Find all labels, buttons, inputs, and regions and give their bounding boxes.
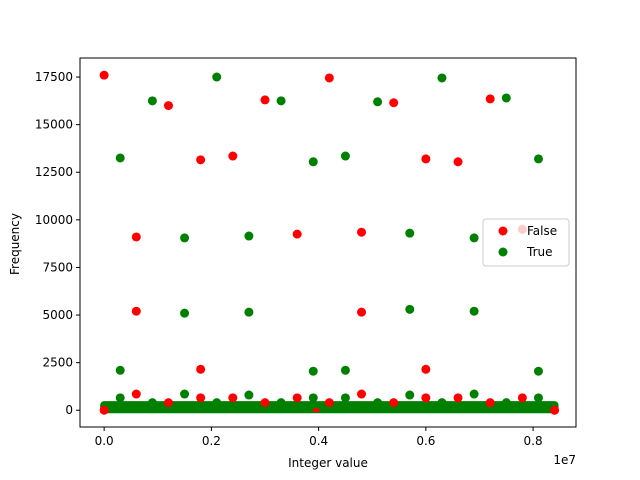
data-point-true [115,153,125,163]
x-tick-label: 0.4 [309,434,328,448]
data-point-false [453,157,463,167]
axes: 0.0 0.2 0.4 0.6 0.8 0 2500 5000 7500 10000 12500 15… [35,57,577,448]
legend: False True [482,218,570,267]
data-point-false [228,393,238,403]
data-point-false [196,364,206,374]
data-point-false [196,155,206,165]
data-point-false [357,307,367,317]
data-point-false [292,229,302,239]
data-point-true [276,398,286,408]
data-point-true [308,366,318,376]
legend-entry-false: False [498,224,557,238]
data-point-false [131,232,141,242]
data-point-false [99,405,109,415]
data-point-true [469,233,479,243]
data-point-true [147,398,157,408]
data-point-true [308,157,318,167]
data-point-false [228,151,238,161]
data-point-true [115,393,125,403]
plot-area [99,70,560,415]
data-point-false [131,306,141,316]
data-point-true [501,93,511,103]
data-point-false [421,393,431,403]
data-point-true [405,390,415,400]
y-tick-label: 0 [65,403,73,417]
x-tick-label: 0.2 [202,434,221,448]
x-tick-label: 0.8 [524,434,543,448]
data-point-true [533,154,543,164]
data-point-true [437,73,447,83]
data-point-false [260,95,270,105]
data-point-false [389,98,399,108]
data-point-false [389,398,399,408]
data-point-true [147,96,157,106]
data-point-false [131,389,141,399]
data-point-true [533,366,543,376]
data-point-true [405,304,415,314]
y-tick-label: 15000 [35,118,73,132]
data-point-true [469,389,479,399]
data-point-false [324,73,334,83]
data-point-false [260,398,270,408]
data-point-true [340,365,350,375]
data-point-true [469,306,479,316]
data-point-true [501,398,511,408]
data-point-false [99,70,109,80]
data-point-false [485,398,495,408]
data-point-false [196,393,206,403]
data-point-true [308,393,318,403]
data-point-false [357,389,367,399]
data-point-false [421,154,431,164]
data-point-false [517,393,527,403]
y-tick-label: 17500 [35,70,73,84]
y-tick-label: 5000 [42,308,73,322]
legend-marker [498,226,508,236]
baseline-false-marker [313,408,320,413]
data-point-false [421,364,431,374]
data-point-false [453,393,463,403]
data-point-false [292,393,302,403]
data-point-true [115,365,125,375]
data-point-true [244,390,254,400]
data-point-false [163,101,173,111]
data-point-true [373,398,383,408]
legend-label: False [527,224,557,238]
y-tick-label: 2500 [42,356,73,370]
legend-label: True [526,245,553,259]
legend-entry-true: True [498,245,553,259]
data-point-true [276,96,286,106]
data-point-false [324,398,334,408]
x-axis-label: Integer value [288,456,368,470]
x-tick-label: 0.0 [95,434,114,448]
data-point-true [180,233,190,243]
y-tick-label: 10000 [35,213,73,227]
data-point-true [212,72,222,82]
plot-frame [79,57,577,428]
y-axis-label: Frequency [8,213,22,275]
data-point-true [340,151,350,161]
data-point-false [550,405,560,415]
legend-marker [498,247,508,257]
data-point-true [533,393,543,403]
data-point-true [437,398,447,408]
data-point-true [244,231,254,241]
x-tick-label: 0.6 [416,434,435,448]
data-point-true [180,389,190,399]
y-tick-label: 7500 [42,260,73,274]
data-point-true [180,308,190,318]
data-point-true [244,307,254,317]
data-point-true [340,393,350,403]
data-point-true [373,97,383,107]
x-axis-offset-label: 1e7 [553,453,576,467]
data-point-false [163,398,173,408]
y-tick-label: 12500 [35,165,73,179]
data-point-false [485,94,495,104]
data-point-true [405,228,415,238]
data-point-true [212,398,222,408]
data-point-false [357,227,367,237]
